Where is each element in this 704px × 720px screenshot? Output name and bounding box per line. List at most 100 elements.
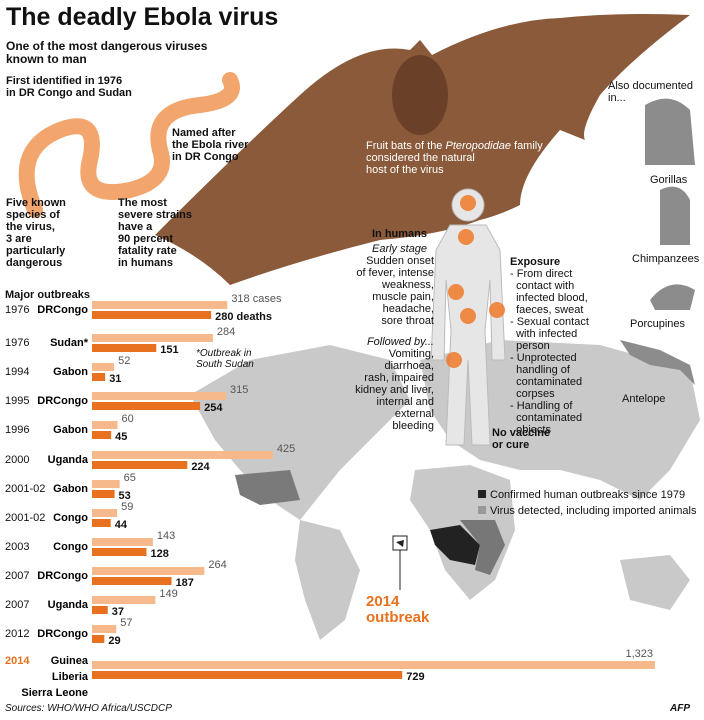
year-label: 2014 [5,655,30,667]
bat-caption-lines: considered the natural host of the virus [366,152,543,176]
annotation: *Outbreak in South Sudan [196,348,254,370]
exposure-list: - From direct contact with infected bloo… [510,268,589,436]
country-label: Uganda [48,599,89,611]
text-line: The most [118,197,167,209]
title: The deadly Ebola virus [6,3,279,31]
country-label: Sudan* [50,337,89,349]
text-line: Sudden onset [366,255,434,267]
country-label: DRCongo [37,304,88,316]
legend-text: Virus detected, including imported anima… [490,505,697,517]
text-line: fatality rate [118,245,177,257]
text-line: known to man [6,52,87,66]
text-line: or cure [492,439,530,451]
year-label: 1996 [5,424,29,436]
value-label: 59 [121,501,133,513]
cases-bar [92,596,156,604]
text-line: faeces, sweat [510,304,584,316]
text-line: in DR Congo [172,151,239,163]
text-line: Five known [6,197,66,209]
cases-bar [92,363,115,371]
symptoms: Sudden onset of fever, intense weakness, mu… [330,255,434,327]
value-label: 151 [160,344,178,356]
country-label: DRCongo [37,628,88,640]
text-line: contaminated [510,376,583,388]
country-label: Sierra Leone [21,687,88,699]
year-label: 2000 [5,454,29,466]
text-line: considered the natural [366,152,475,164]
fact: Five known species of the virus, 3 are parti… [6,197,66,269]
deaths-bar [92,461,188,469]
symptom-dots [446,195,505,368]
agency: AFP [670,703,690,714]
animals-title: Also documented in... [608,80,693,104]
deaths-bar [92,671,403,679]
sources: Sources: WHO/WHO Africa/USCDCP [5,703,172,714]
year-label: 1976 [5,337,29,349]
fact: Named after the Ebola river in DR Congo [172,127,248,163]
usa-region [235,470,300,505]
text-line: No vaccine [492,427,551,439]
year-label: 1995 [5,395,29,407]
text-line: have a [118,221,153,233]
cases-bar [92,538,153,546]
country-label: Gabon [53,424,88,436]
text-line: bleeding [392,420,434,432]
heading: Early stage [372,243,428,255]
year-label: 1976 [5,304,29,316]
cases-bar [92,661,655,669]
deaths-bar [92,431,112,439]
africa-confirmed [430,525,480,565]
text-line: diarrhoea, [384,360,434,372]
cases-bar [92,451,273,459]
country-label: DRCongo [37,570,88,582]
value-label: 264 [208,559,226,571]
text-line: the Ebola river [172,139,249,151]
text-line: weakness, [382,279,434,291]
country-label: Gabon [53,366,88,378]
text-line: corpses [510,388,555,400]
value-label: 318 cases [231,293,282,305]
text-line: Also documented [608,80,693,92]
text-line: in humans [118,257,174,269]
bat-caption: Fruit bats of the Pteropodidae family con… [366,140,543,176]
deaths-bar [92,344,157,352]
animal-label: Antelope [622,393,666,405]
text-line: 2014 [366,593,400,610]
value-label: 45 [115,431,127,443]
animal-label: Gorillas [650,174,688,186]
text-line: in DR Congo and Sudan [6,87,132,99]
year-label: 2007 [5,570,29,582]
symptoms: Vomiting, diarrhoea, rash, impaired kidney … [300,348,434,432]
text-line: Named after [172,127,236,139]
text-line: particularly [6,245,66,257]
cases-bar [92,567,205,575]
deaths-bar [92,373,106,381]
no-vaccine: No vaccine or cure [492,427,550,451]
text-line: outbreak [366,609,430,626]
text: Fruit bats of the [366,140,443,152]
cases-bar [92,509,118,517]
value-label: 254 [204,402,223,414]
humans-title: In humans [372,228,428,240]
text-line: - Unprotected [510,352,577,364]
cases-bar [92,625,117,633]
outbreak-label: 2014 outbreak [366,594,429,626]
chart-title: Major outbreaks [5,289,90,301]
value-label: 187 [176,577,194,589]
cases-bar [92,334,213,342]
legend-swatch [478,506,486,514]
text-line: species of [6,209,60,221]
country-label: Liberia [52,671,89,683]
text-line: muscle pain, [372,291,434,303]
legend-text: Confirmed human outbreaks since 1979 [490,489,686,501]
value-label: 60 [122,413,134,425]
text-line: First identified in 1976 [6,75,123,87]
text-line: - Handling of [510,400,573,412]
bat [155,14,690,285]
animal-label: Chimpanzees [632,253,700,265]
country-label: Gabon [53,483,88,495]
text-line: objects [510,424,551,436]
text-line: severe strains [118,209,192,221]
